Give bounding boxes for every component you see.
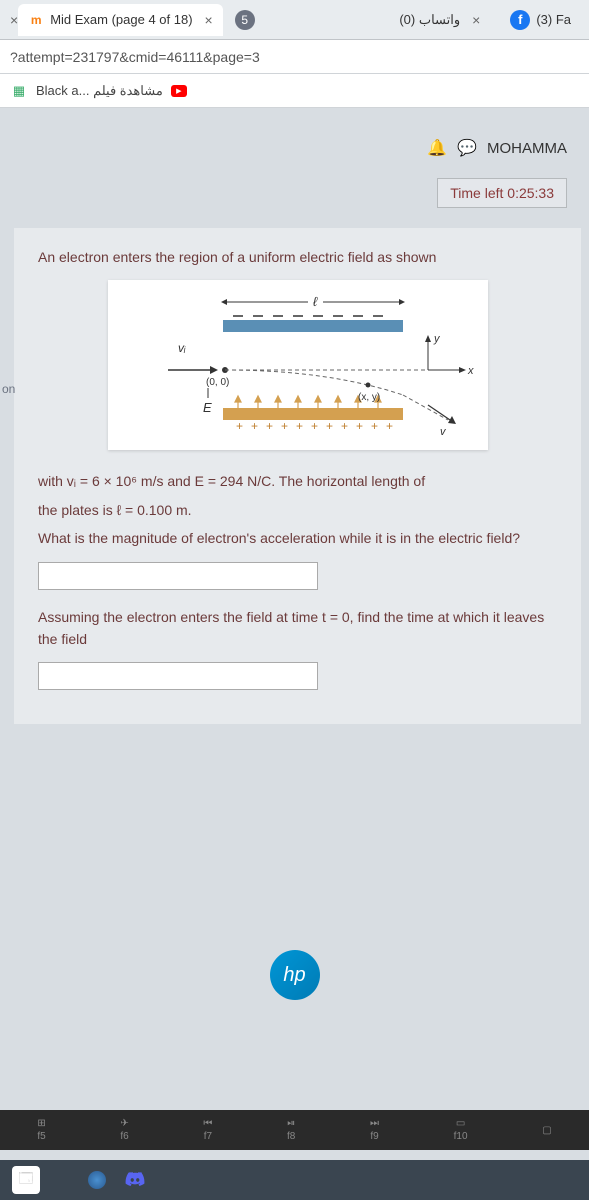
svg-text:v: v [440, 426, 447, 438]
svg-text:+: + [296, 419, 303, 433]
taskbar-browser-icon[interactable] [88, 1171, 106, 1189]
bookmark-favicon: ▦ [10, 82, 28, 100]
svg-text:+: + [386, 419, 393, 433]
answer-input-2[interactable] [38, 662, 318, 690]
fn-key: ⏯f8 [287, 1118, 295, 1142]
svg-text:+: + [251, 419, 258, 433]
svg-text:E: E [203, 400, 212, 415]
close-icon[interactable]: × [10, 12, 18, 28]
question-part1: What is the magnitude of electron's acce… [38, 527, 557, 549]
svg-text:(0, 0): (0, 0) [206, 377, 229, 388]
url-bar[interactable]: ?attempt=231797&cmid=46111&page=3 [0, 40, 589, 74]
tab-title: Mid Exam (page 4 of 18) [50, 12, 192, 27]
moodle-icon: m [28, 12, 44, 28]
svg-text:+: + [341, 419, 348, 433]
side-label: on [0, 380, 17, 398]
taskbar-app-icon[interactable]: 🗔 [12, 1166, 40, 1194]
facebook-icon: f [510, 10, 530, 30]
svg-text:+: + [356, 419, 363, 433]
taskbar-discord-icon[interactable] [124, 1169, 146, 1191]
hp-logo: hp [270, 950, 320, 1000]
fn-key: ▢ [542, 1125, 551, 1136]
svg-text:ℓ: ℓ [313, 294, 318, 309]
svg-text:+: + [371, 419, 378, 433]
svg-text:+: + [236, 419, 243, 433]
timer-box: Time left 0:25:33 [437, 178, 567, 208]
svg-text:+: + [326, 419, 333, 433]
tab-facebook[interactable]: f (3) Fa [500, 4, 581, 36]
svg-text:y: y [433, 333, 441, 345]
tab-mid-exam[interactable]: m Mid Exam (page 4 of 18) × [18, 4, 223, 36]
bell-icon[interactable]: 🔔 [427, 138, 447, 158]
tab-title: (0) واتساب [399, 12, 460, 28]
taskbar: 🗔 [0, 1160, 589, 1200]
chat-icon[interactable]: 💬 [457, 138, 477, 158]
fn-key: ⏮f7 [203, 1118, 212, 1142]
user-header: 🔔 💬 MOHAMMA [0, 128, 581, 168]
answer-input-1[interactable] [38, 562, 318, 590]
timer-row: Time left 0:25:33 [0, 168, 581, 228]
browser-tabs-bar: × m Mid Exam (page 4 of 18) × 5 (0) واتس… [0, 0, 589, 40]
user-name: MOHAMMA [487, 140, 567, 157]
question-part2: Assuming the electron enters the field a… [38, 606, 557, 651]
fn-key: ▭f10 [454, 1118, 468, 1142]
svg-text:(x, y): (x, y) [358, 392, 380, 403]
question-card: An electron enters the region of a unifo… [14, 228, 581, 724]
fn-key: ⏭f9 [370, 1118, 379, 1142]
tab-whatsapp[interactable]: (0) واتساب × [389, 4, 490, 36]
bookmark-item[interactable]: Black a... مشاهدة فيلم [36, 83, 163, 99]
fn-key: ✈f6 [120, 1118, 128, 1142]
close-tab-icon[interactable]: × [205, 12, 213, 28]
page-content: 🔔 💬 MOHAMMA Time left 0:25:33 on An elec… [0, 108, 589, 724]
url-text: ?attempt=231797&cmid=46111&page=3 [10, 49, 260, 65]
keyboard-fn-row: ⊞f5 ✈f6 ⏮f7 ⏯f8 ⏭f9 ▭f10 ▢ [0, 1110, 589, 1150]
question-intro: An electron enters the region of a unifo… [38, 246, 557, 268]
svg-text:+: + [311, 419, 318, 433]
close-tab-icon[interactable]: × [472, 12, 480, 28]
physics-diagram: + + + + + + + + + + + [108, 280, 488, 450]
new-tab-badge[interactable]: 5 [235, 10, 255, 30]
question-given-1: with vᵢ = 6 × 10⁶ m/s and E = 294 N/C. T… [38, 470, 557, 492]
youtube-icon[interactable]: ▶ [171, 85, 187, 97]
fn-key: ⊞f5 [37, 1118, 45, 1142]
question-given-2: the plates is ℓ = 0.100 m. [38, 499, 557, 521]
svg-text:vᵢ: vᵢ [178, 341, 186, 355]
tab-title: (3) Fa [536, 12, 571, 27]
bookmarks-bar: ▦ Black a... مشاهدة فيلم ▶ [0, 74, 589, 108]
svg-text:+: + [266, 419, 273, 433]
svg-text:+: + [281, 419, 288, 433]
svg-text:x: x [467, 365, 474, 377]
